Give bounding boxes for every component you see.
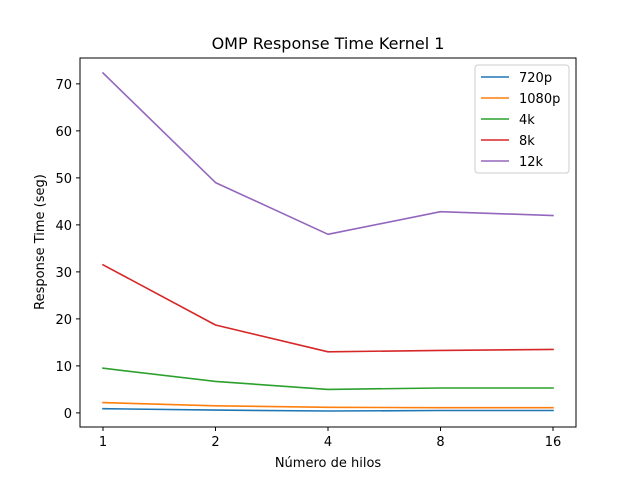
y-tick-label: 10 <box>55 360 72 375</box>
y-axis: 0 10 20 30 40 50 60 70 <box>55 78 80 422</box>
x-tick-label: 16 <box>545 435 562 450</box>
legend-label-4k: 4k <box>519 113 535 128</box>
series-line-12k <box>101 71 554 236</box>
x-tick-label: 2 <box>211 435 219 450</box>
y-tick-label: 60 <box>55 125 72 140</box>
series-line-4k <box>102 367 554 391</box>
legend: 720p 1080p 4k 8k 12k <box>474 64 570 174</box>
legend-label-1080p: 1080p <box>519 92 560 107</box>
x-tick-label: 8 <box>436 435 444 450</box>
series-line-1080p <box>102 401 554 409</box>
y-axis-label: Response Time (seg) <box>33 174 48 310</box>
y-tick-label: 70 <box>55 78 72 93</box>
series-line-720p <box>102 407 554 412</box>
y-tick-label: 0 <box>64 407 72 422</box>
plot-lines <box>101 71 554 412</box>
y-tick-label: 50 <box>55 172 72 187</box>
legend-label-8k: 8k <box>519 134 535 149</box>
y-tick-label: 30 <box>55 266 72 281</box>
legend-label-720p: 720p <box>519 71 552 86</box>
x-axis: 1 2 4 8 16 <box>99 427 561 450</box>
series-line-8k <box>101 263 554 353</box>
legend-label-12k: 12k <box>519 155 544 170</box>
x-tick-label: 4 <box>324 435 332 450</box>
y-tick-label: 40 <box>55 219 72 234</box>
y-tick-label: 20 <box>55 313 72 328</box>
x-axis-label: Número de hilos <box>275 456 382 471</box>
chart-title: OMP Response Time Kernel 1 <box>212 34 445 53</box>
legend-box <box>474 64 570 174</box>
x-tick-label: 1 <box>99 435 107 450</box>
